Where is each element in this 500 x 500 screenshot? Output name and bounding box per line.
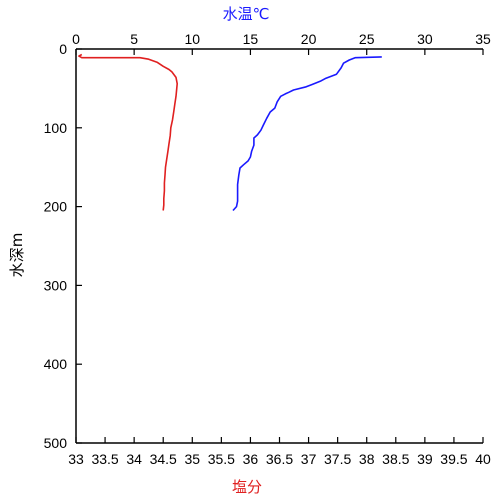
- depth-axis-title: 水深m: [8, 233, 26, 278]
- bottom-tick-label: 39.5: [440, 451, 467, 467]
- bottom-tick-label: 36: [243, 451, 259, 467]
- top-tick-label: 0: [72, 31, 80, 47]
- data-series: [78, 53, 382, 212]
- bottom-tick-label: 35: [184, 451, 200, 467]
- top-tick-label: 5: [130, 31, 138, 47]
- left-tick-label: 100: [44, 120, 68, 136]
- salinity-axis: 33 33.5 34 34.5 35 35.5 36 36.5 37 37.5 38 38.5 39 39…: [68, 437, 491, 467]
- bottom-tick-label: 39: [417, 451, 433, 467]
- left-tick-label: 200: [44, 199, 68, 215]
- top-tick-label: 10: [184, 31, 200, 47]
- bottom-tick-label: 33: [68, 451, 84, 467]
- bottom-tick-label: 35.5: [208, 451, 235, 467]
- top-tick-label: 20: [301, 31, 317, 47]
- bottom-tick-label: 33.5: [91, 451, 118, 467]
- bottom-tick-label: 37.5: [324, 451, 351, 467]
- bottom-tick-label: 38.5: [382, 451, 409, 467]
- salinity-line: [78, 53, 178, 211]
- top-tick-label: 15: [243, 31, 259, 47]
- plot-frame: [75, 48, 483, 444]
- bottom-tick-label: 37: [301, 451, 317, 467]
- left-tick-label: 500: [44, 435, 68, 451]
- water-temperature-axis-title: 水温℃: [223, 5, 270, 23]
- top-tick-label: 35: [475, 31, 491, 47]
- bottom-tick-label: 34.5: [150, 451, 177, 467]
- top-tick-label: 30: [417, 31, 433, 47]
- water-temperature-line: [232, 56, 382, 212]
- bottom-tick-label: 40: [475, 451, 491, 467]
- bottom-tick-label: 34: [126, 451, 142, 467]
- bottom-tick-label: 36.5: [266, 451, 293, 467]
- salinity-axis-title: 塩分: [232, 478, 262, 496]
- left-tick-label: 300: [44, 277, 68, 293]
- bottom-tick-label: 38: [359, 451, 375, 467]
- top-tick-label: 25: [359, 31, 375, 47]
- water-temperature-axis: 0 5 10 15 20 25 30 35: [72, 31, 491, 55]
- depth-axis: 0 100 200 300 400 500: [44, 41, 82, 451]
- left-tick-label: 400: [44, 356, 68, 372]
- left-tick-label: 0: [59, 41, 67, 57]
